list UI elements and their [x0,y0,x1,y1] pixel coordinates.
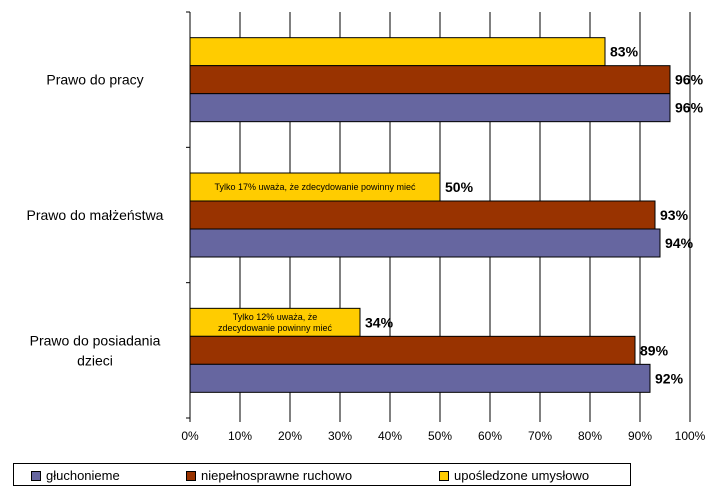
category-label: dzieci [77,352,113,368]
x-tick-label: 80% [578,429,602,443]
data-label: 93% [660,207,689,223]
legend-label: upośledzone umysłowo [454,468,590,483]
legend-swatch [186,470,196,481]
x-tick-label: 50% [428,429,452,443]
bar [189,363,651,393]
x-tick-label: 70% [528,429,552,443]
bar [189,65,671,95]
bar [189,200,656,230]
legend-item-uposledzone-umyslowo: upośledzone umysłowo [439,468,589,483]
legend-label: głuchonieme [46,468,120,483]
bar [189,335,636,365]
x-tick-label: 100% [675,429,706,443]
x-tick-label: 90% [628,429,652,443]
legend-item-niepelnosprawne-ruchowo: niepełnosprawne ruchowo [186,468,352,483]
data-label: 83% [610,44,639,60]
legend-item-gluchonieme: głuchonieme [31,468,120,483]
x-tick-label: 60% [478,429,502,443]
data-label: 92% [655,370,684,386]
data-label: 94% [665,235,694,251]
annotation-text: zdecydowanie powinny mieć [218,323,333,333]
data-label: 89% [640,342,669,358]
bar-chart: 0% 10% 20% 30% 40% 50% 60% 70% 80% 90% 100% Prawo d… [27,11,706,443]
annotation-text: Tylko 17% uważa, że zdecydowanie powinny… [214,182,416,192]
x-tick-label: 30% [328,429,352,443]
x-tick-label: 0% [181,429,199,443]
legend-swatch [439,470,449,481]
bar [189,93,671,123]
data-label: 96% [675,72,704,88]
category-label: Prawo do małżeństwa [27,207,164,223]
bar [189,228,661,258]
data-label: 96% [675,100,704,116]
data-label: 50% [445,179,474,195]
legend-label: niepełnosprawne ruchowo [201,468,353,483]
category-label: Prawo do posiadania [30,332,161,348]
x-tick-label: 10% [228,429,252,443]
data-label: 34% [365,314,394,330]
category-label: Prawo do pracy [46,72,143,88]
bar [189,37,606,67]
legend-swatch [31,470,41,481]
x-tick-label: 20% [278,429,302,443]
bar [189,307,361,337]
annotation-text: Tylko 12% uważa, że [233,312,318,322]
x-tick-label: 40% [378,429,402,443]
legend: głuchonieme niepełnosprawne ruchowo upoś… [13,463,631,486]
